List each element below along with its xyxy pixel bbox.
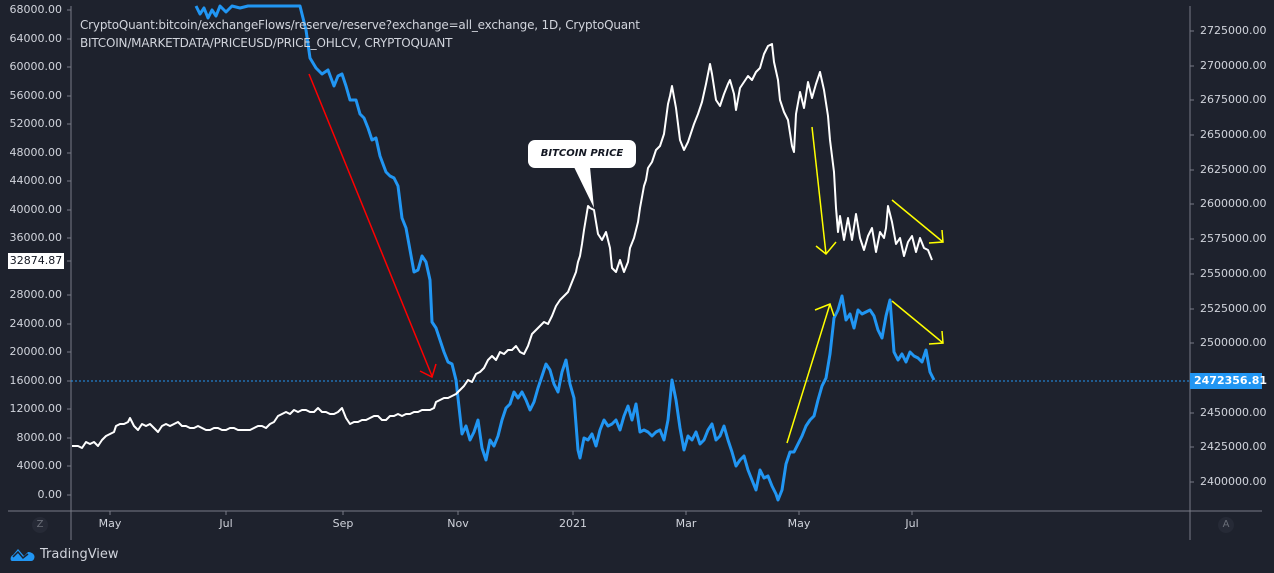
- left-tick: 24000.00: [9, 317, 63, 330]
- time-tick: Mar: [675, 517, 697, 530]
- time-tick: 2021: [559, 517, 587, 530]
- right-ticks: [1190, 30, 1194, 483]
- right-tick: 2700000.00: [1200, 59, 1267, 72]
- bitcoin-price-callout[interactable]: BITCOIN PRICE: [528, 140, 636, 168]
- left-tick: 16000.00: [9, 374, 63, 387]
- left-tick: 20000.00: [9, 345, 63, 358]
- right-tick: 2575000.00: [1200, 232, 1267, 245]
- right-tick: 2725000.00: [1200, 24, 1267, 37]
- left-tick: 64000.00: [9, 32, 63, 45]
- left-tick: 68000.00: [9, 3, 63, 16]
- right-tick: 2550000.00: [1200, 267, 1267, 280]
- tradingview-logo[interactable]: TradingView: [10, 546, 119, 562]
- time-ticks: [109, 511, 913, 515]
- right-tick: 2675000.00: [1200, 93, 1267, 106]
- legend-series-reserve[interactable]: CryptoQuant:bitcoin/exchangeFlows/reserv…: [80, 18, 640, 32]
- reserve-line: [194, 4, 936, 502]
- right-tick: 2525000.00: [1200, 302, 1267, 315]
- red-trend-arrow: [308, 73, 437, 379]
- time-tick: Nov: [447, 517, 469, 530]
- right-tick: 2500000.00: [1200, 336, 1267, 349]
- time-tick: Jul: [905, 517, 919, 530]
- time-tick: Sep: [332, 517, 354, 530]
- right-tick: 2650000.00: [1200, 128, 1267, 141]
- right-tick: 2425000.00: [1200, 440, 1267, 453]
- left-tick: 44000.00: [9, 174, 63, 187]
- legend-series-price[interactable]: BITCOIN/MARKETDATA/PRICEUSD/PRICE_OHLCV,…: [80, 36, 453, 50]
- left-tick: 56000.00: [9, 89, 63, 102]
- time-tick: May: [98, 517, 122, 530]
- left-tick: 28000.00: [9, 288, 63, 301]
- left-tick: 52000.00: [9, 117, 63, 130]
- chart-legend: CryptoQuant:bitcoin/exchangeFlows/reserv…: [80, 16, 640, 52]
- left-scale-button[interactable]: Z: [32, 517, 48, 533]
- left-tick: 8000.00: [16, 431, 63, 444]
- current-price-tag: 32874.87: [8, 253, 64, 269]
- right-tick: 2400000.00: [1200, 475, 1267, 488]
- auto-scale-button[interactable]: A: [1218, 517, 1234, 533]
- left-tick: 36000.00: [9, 231, 63, 244]
- left-tick: 4000.00: [16, 459, 63, 472]
- left-tick: 0.00: [37, 488, 63, 501]
- time-tick: May: [787, 517, 811, 530]
- right-tick: 2625000.00: [1200, 163, 1267, 176]
- left-tick: 48000.00: [9, 146, 63, 159]
- right-tick: 2600000.00: [1200, 197, 1267, 210]
- right-tick: 2450000.00: [1200, 406, 1267, 419]
- tradingview-logo-text: TradingView: [40, 546, 119, 562]
- left-tick: 12000.00: [9, 402, 63, 415]
- left-tick: 60000.00: [9, 60, 63, 73]
- callout-tail: [574, 167, 594, 208]
- tradingview-cloud-icon: [10, 549, 35, 561]
- current-reserve-tag: 2472356.81: [1190, 373, 1267, 389]
- price-line: [72, 43, 933, 449]
- yellow-trend-arrows: [786, 126, 944, 444]
- left-ticks: [67, 9, 71, 496]
- time-tick: Jul: [219, 517, 233, 530]
- left-tick: 40000.00: [9, 203, 63, 216]
